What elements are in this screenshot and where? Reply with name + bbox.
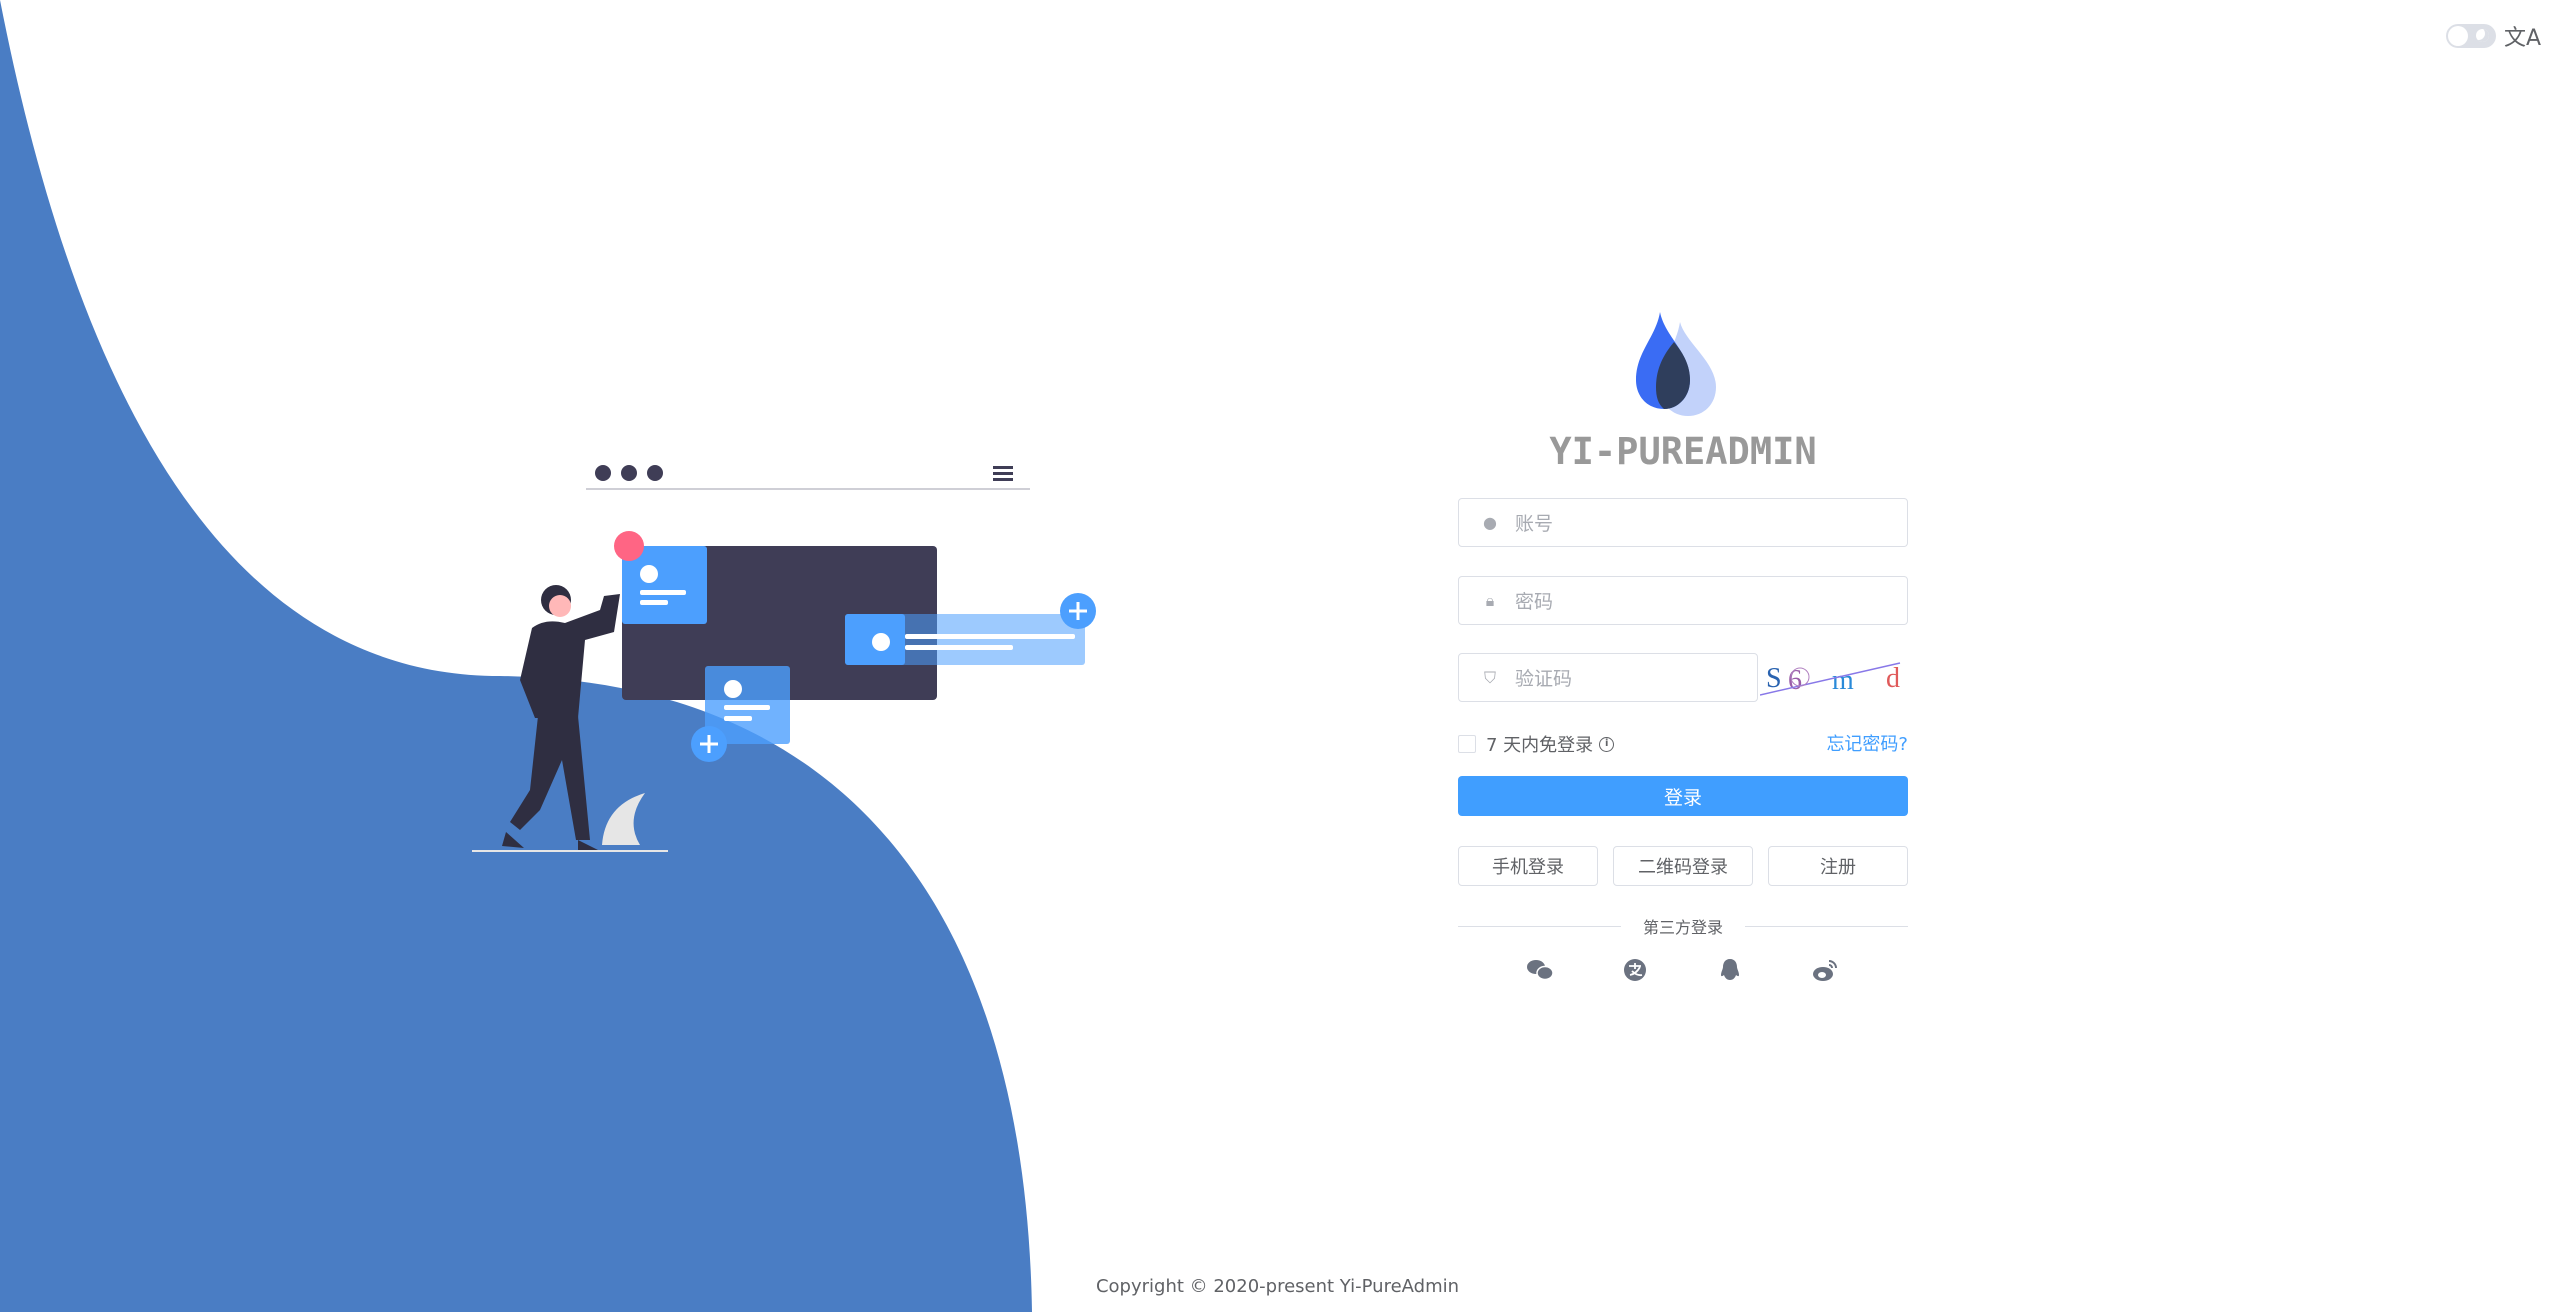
user-icon: ●: [1483, 513, 1497, 532]
remember-checkbox[interactable]: [1458, 735, 1476, 753]
illustration: [472, 465, 1096, 852]
username-input[interactable]: ● 账号: [1458, 498, 1908, 547]
info-icon[interactable]: i: [1599, 736, 1615, 752]
captcha-char: d: [1886, 663, 1900, 694]
qrcode-login-button[interactable]: 二维码登录: [1613, 846, 1753, 886]
logo: [1636, 312, 1716, 416]
brand-title: YI-PUREADMIN: [1549, 430, 1817, 473]
username-placeholder: 账号: [1515, 513, 1554, 535]
captcha-input[interactable]: ⛉ 验证码: [1458, 653, 1758, 702]
shield-icon: ⛉: [1483, 667, 1496, 687]
forgot-password-link[interactable]: 忘记密码?: [1826, 734, 1908, 755]
moon-icon: [2476, 29, 2489, 42]
remember-label: 7 天内免登录: [1486, 735, 1594, 756]
lock-icon: 🔒︎: [1485, 590, 1495, 610]
dark-mode-toggle[interactable]: [2446, 24, 2496, 48]
remember-me[interactable]: 7 天内免登录 i: [1458, 731, 1615, 757]
phone-login-button[interactable]: 手机登录: [1458, 846, 1598, 886]
copyright-footer: Copyright © 2020-present Yi-PureAdmin: [1095, 1276, 1460, 1297]
login-button[interactable]: 登录: [1458, 776, 1908, 816]
password-input[interactable]: 🔒︎ 密码: [1458, 576, 1908, 625]
alipay-icon[interactable]: [1620, 955, 1650, 985]
register-button[interactable]: 注册: [1768, 846, 1908, 886]
captcha-placeholder: 验证码: [1515, 668, 1573, 690]
captcha-image[interactable]: S 6 m d: [1760, 655, 1906, 701]
captcha-char: m: [1832, 665, 1854, 696]
password-placeholder: 密码: [1515, 591, 1554, 613]
qq-icon[interactable]: [1715, 955, 1745, 985]
weibo-icon[interactable]: [1810, 955, 1840, 985]
toggle-knob: [2448, 26, 2468, 46]
third-party-divider: 第三方登录: [1458, 914, 1908, 938]
third-party-label: 第三方登录: [1620, 914, 1746, 938]
captcha-char: S: [1766, 663, 1782, 694]
translate-icon[interactable]: 文A: [2504, 26, 2542, 51]
wechat-icon[interactable]: [1525, 955, 1555, 985]
